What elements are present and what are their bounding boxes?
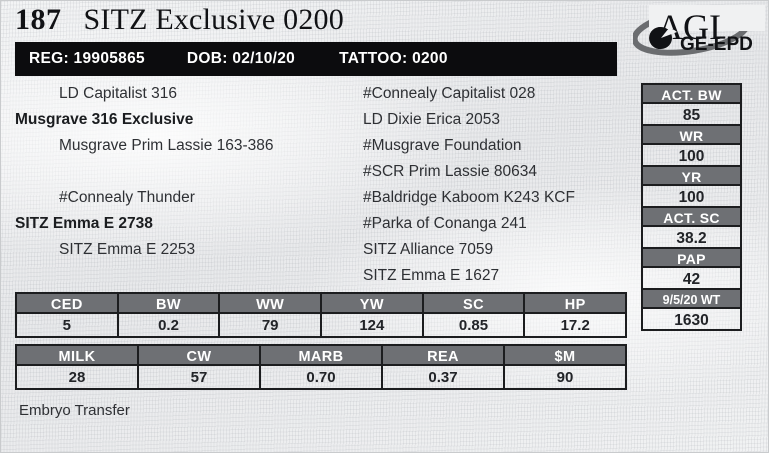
stat-value: 38.2: [641, 225, 742, 249]
epd-value-cell: 57: [137, 366, 261, 390]
epd-header-cell: WW: [218, 292, 323, 314]
stat-label: ACT. BW: [641, 83, 742, 104]
epd-header-cell: MARB: [259, 344, 383, 366]
epd-value-cell: 79: [218, 314, 323, 338]
stat-label: PAP: [641, 247, 742, 268]
measurements-sidebar: ACT. BW 85 WR 100 YR 100 ACT. SC 38.2 PAP 42 9/5/2…: [641, 83, 742, 331]
epd-value-cell: 0.85: [421, 314, 526, 338]
stat-value: 100: [641, 184, 742, 208]
footer-note: Embryo Transfer: [19, 402, 130, 419]
pedigree-line: Musgrave Prim Lassie 163-386: [59, 137, 274, 154]
pedigree: LD Capitalist 316 Musgrave 316 Exclusive M…: [15, 81, 627, 284]
pedigree-line: SITZ Emma E 2253: [59, 241, 196, 258]
id-bar: REG: 19905865 DOB: 02/10/20 TATTOO: 0200: [15, 42, 617, 76]
epd-header-cell: HP: [523, 292, 628, 314]
pedigree-grandparents-column: #Connealy Capitalist 028 LD Dixie Erica 2…: [363, 81, 627, 289]
epd-header-cell: MILK: [15, 344, 139, 366]
lot-number: 187: [15, 3, 62, 36]
pedigree-line: LD Capitalist 316: [59, 85, 178, 102]
epd-header-cell: BW: [116, 292, 221, 314]
epd-block-one: CED BW WW YW SC HP 5 0.2 79 124 0.85 17.2: [15, 292, 628, 338]
epd-value-cell: 17.2: [523, 314, 628, 338]
pedigree-spacer: [15, 159, 363, 185]
stat-value: 100: [641, 143, 742, 167]
pedigree-line: SITZ Emma E 2738: [15, 215, 153, 232]
pedigree-ancestor-line: SITZ Emma E 1627: [363, 267, 500, 284]
pedigree-ancestor-line: #Musgrave Foundation: [363, 137, 522, 154]
epd-header-row-2: MILK CW MARB REA $M: [15, 344, 627, 366]
epd-tables: CED BW WW YW SC HP 5 0.2 79 124 0.85 17.2 MILK CW MA…: [15, 292, 628, 390]
epd-header-cell: CED: [15, 292, 119, 314]
stat-label: ACT. SC: [641, 206, 742, 227]
agi-logo-svg: AGI GE-EPD: [631, 1, 769, 56]
pedigree-parents-column: LD Capitalist 316 Musgrave 316 Exclusive M…: [15, 81, 363, 263]
pedigree-ancestor-line: #Baldridge Kaboom K243 KCF: [363, 189, 575, 206]
stat-value: 42: [641, 266, 742, 290]
pedigree-line: #Connealy Thunder: [59, 189, 195, 206]
pedigree-ancestor-line: #SCR Prim Lassie 80634: [363, 163, 538, 180]
epd-value-cell: 90: [503, 366, 627, 390]
page-title: 187 SITZ Exclusive 0200: [15, 2, 344, 38]
stat-value: 85: [641, 102, 742, 126]
date-of-birth: DOB: 02/10/20: [186, 50, 296, 67]
epd-value-row-1: 5 0.2 79 124 0.85 17.2: [15, 314, 628, 338]
animal-name: SITZ Exclusive 0200: [83, 3, 344, 36]
stat-label: WR: [641, 124, 742, 145]
pedigree-line: Musgrave 316 Exclusive: [15, 111, 194, 128]
stat-label: YR: [641, 165, 742, 186]
epd-header-cell: YW: [320, 292, 424, 314]
epd-value-cell: 28: [15, 366, 139, 390]
epd-header-cell: SC: [421, 292, 526, 314]
pedigree-ancestor-line: LD Dixie Erica 2053: [363, 111, 500, 128]
pedigree-ancestor-line: SITZ Alliance 7059: [363, 241, 494, 258]
epd-header-cell: REA: [381, 344, 505, 366]
pedigree-ancestor-line: #Parka of Conanga 241: [363, 215, 527, 232]
epd-value-cell: 0.37: [381, 366, 505, 390]
agi-dot-notch: [661, 28, 677, 38]
pedigree-ancestor-line: #Connealy Capitalist 028: [363, 85, 536, 102]
epd-header-row-1: CED BW WW YW SC HP: [15, 292, 628, 314]
epd-value-cell: 0.2: [116, 314, 221, 338]
epd-value-row-2: 28 57 0.70 0.37 90: [15, 366, 627, 390]
agi-logo: AGI GE-EPD: [631, 1, 769, 63]
tattoo-number: TATTOO: 0200: [339, 50, 448, 67]
stat-value: 1630: [641, 307, 742, 331]
epd-value-cell: 124: [320, 314, 424, 338]
epd-value-cell: 0.70: [259, 366, 383, 390]
stat-label: 9/5/20 WT: [641, 288, 742, 309]
registration-number: REG: 19905865: [29, 50, 145, 67]
agi-subtitle: GE-EPD: [680, 34, 753, 55]
epd-block-two: MILK CW MARB REA $M 28 57 0.70 0.37 90: [15, 344, 627, 390]
epd-value-cell: 5: [15, 314, 119, 338]
swoosh-mask: [649, 1, 769, 31]
epd-header-cell: $M: [503, 344, 627, 366]
epd-header-cell: CW: [137, 344, 261, 366]
